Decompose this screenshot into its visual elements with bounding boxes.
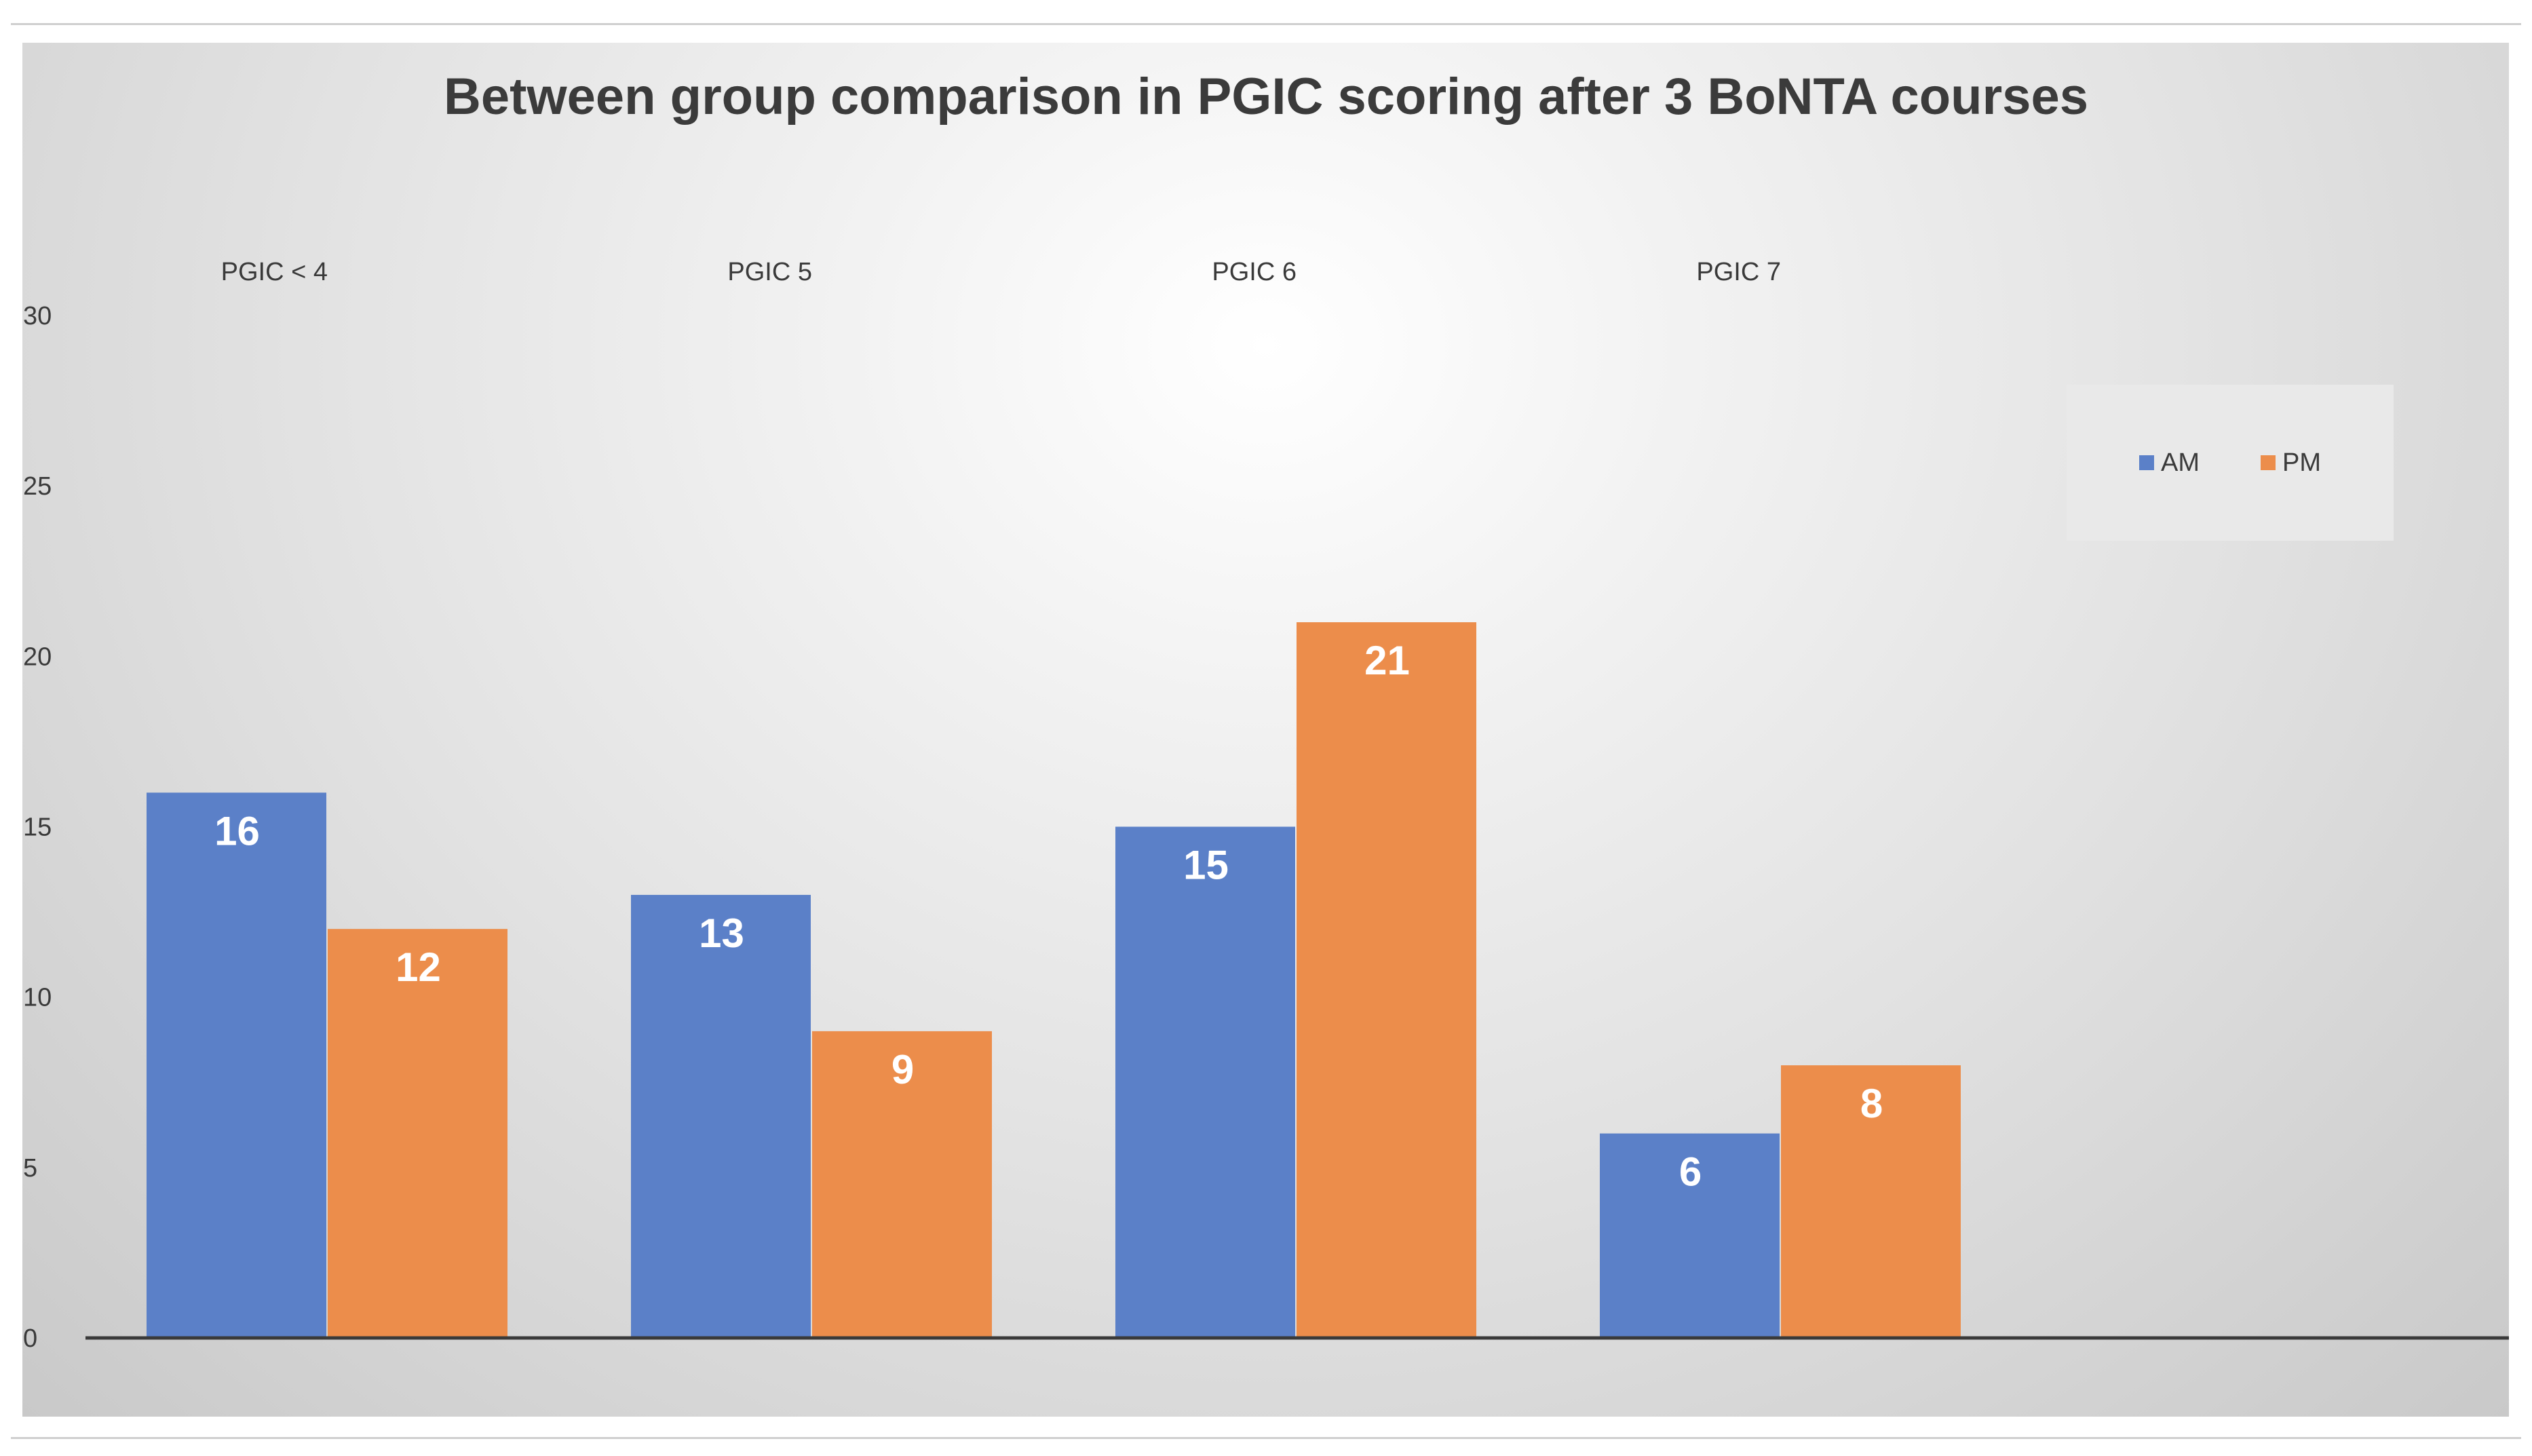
data-label-pm-2: 9 — [891, 1047, 914, 1092]
legend-swatch-pm — [2261, 455, 2276, 470]
y-tick-label-5: 5 — [23, 1154, 37, 1183]
y-axis: 0 5 10 15 20 25 30 — [23, 302, 52, 1353]
bar-pm-1 — [328, 929, 507, 1338]
y-tick-label-25: 25 — [23, 472, 52, 501]
data-label-am-3: 15 — [1183, 843, 1229, 888]
legend-label-pm: PM — [2282, 448, 2321, 477]
category-label-4: PGIC 7 — [1696, 258, 1781, 286]
bar-am-3 — [1115, 826, 1295, 1338]
legend-label-am: AM — [2161, 448, 2200, 477]
data-labels: 16 12 13 9 15 21 6 8 — [214, 638, 1883, 1195]
chart-title: Between group comparison in PGIC scoring… — [444, 68, 2088, 126]
data-label-am-2: 13 — [699, 911, 744, 956]
bar-pm-4 — [1781, 1065, 1961, 1338]
category-label-1: PGIC < 4 — [221, 258, 328, 286]
category-label-2: PGIC 5 — [727, 258, 812, 286]
data-label-pm-3: 21 — [1364, 638, 1410, 683]
bar-series — [147, 622, 1961, 1338]
y-tick-label-0: 0 — [23, 1324, 37, 1353]
legend-item-pm: PM — [2261, 448, 2321, 478]
bar-pm-3 — [1297, 622, 1476, 1338]
data-label-am-1: 16 — [214, 808, 260, 854]
category-labels: PGIC < 4 PGIC 5 PGIC 6 PGIC 7 — [221, 258, 1781, 286]
bar-pm-2 — [812, 1031, 992, 1338]
bottom-divider — [11, 1437, 2521, 1439]
bar-am-1 — [147, 792, 326, 1338]
top-divider — [11, 23, 2521, 25]
legend-swatch-am — [2139, 455, 2154, 470]
data-label-am-4: 6 — [1679, 1149, 1702, 1195]
y-tick-label-15: 15 — [23, 813, 52, 842]
y-tick-label-20: 20 — [23, 643, 52, 671]
y-tick-label-10: 10 — [23, 984, 52, 1012]
legend-item-am: AM — [2139, 448, 2200, 478]
bar-am-2 — [631, 894, 811, 1338]
y-tick-label-30: 30 — [23, 302, 52, 330]
category-label-3: PGIC 6 — [1212, 258, 1297, 286]
data-label-pm-1: 12 — [396, 944, 441, 990]
bar-am-4 — [1600, 1133, 1780, 1338]
data-label-pm-4: 8 — [1860, 1081, 1883, 1126]
legend: AM PM — [2067, 385, 2394, 541]
